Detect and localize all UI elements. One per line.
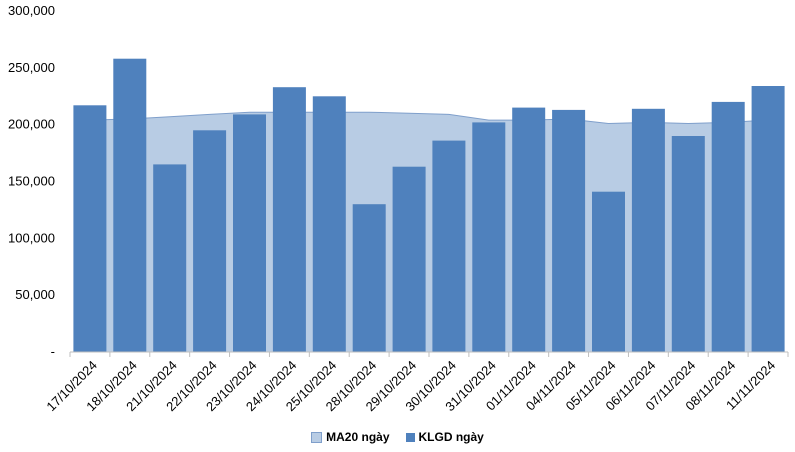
y-tick-label: 50,000 xyxy=(15,287,55,302)
ma20-area xyxy=(89,112,769,352)
legend-label-ma20: MA20 ngày xyxy=(326,430,390,444)
bar-04/11/2024 xyxy=(552,109,586,353)
bar-01/11/2024 xyxy=(512,107,546,352)
y-tick-label: 100,000 xyxy=(8,230,55,245)
legend: MA20 ngày KLGD ngày xyxy=(0,430,795,444)
legend-swatch-klgd xyxy=(405,432,415,442)
bar-30/10/2024 xyxy=(432,140,466,352)
bar-22/10/2024 xyxy=(193,130,227,352)
legend-item-klgd: KLGD ngày xyxy=(405,430,484,444)
bar-18/10/2024 xyxy=(113,58,147,352)
x-tick-labels: 17/10/202418/10/202421/10/202422/10/2024… xyxy=(43,358,778,415)
y-tick-label: 250,000 xyxy=(8,60,55,75)
bar-06/11/2024 xyxy=(631,108,665,352)
bar-29/10/2024 xyxy=(392,166,426,352)
bar-08/11/2024 xyxy=(711,101,745,353)
axes-layer xyxy=(69,351,789,357)
y-tick-label: 150,000 xyxy=(8,174,55,189)
bar-24/10/2024 xyxy=(272,87,306,352)
bar-25/10/2024 xyxy=(312,96,346,353)
bar-07/11/2024 xyxy=(671,136,705,352)
legend-swatch-ma20 xyxy=(311,431,323,443)
bar-05/11/2024 xyxy=(592,191,625,352)
y-tick-labels: - 50,000 100,000 150,000 200,000 250,000 300,0… xyxy=(8,3,55,359)
legend-label-klgd: KLGD ngày xyxy=(418,430,484,444)
ma20-area-layer xyxy=(89,111,769,352)
bar-11/11/2024 xyxy=(751,86,785,352)
bar-21/10/2024 xyxy=(153,164,187,352)
legend-item-ma20: MA20 ngày xyxy=(311,430,390,444)
bar-23/10/2024 xyxy=(233,114,266,353)
y-tick-label: - xyxy=(51,344,55,359)
bars-layer xyxy=(73,58,785,353)
bar-31/10/2024 xyxy=(472,122,506,353)
y-tick-label: 300,000 xyxy=(8,3,55,18)
bar-17/10/2024 xyxy=(73,105,107,352)
bar-28/10/2024 xyxy=(352,204,386,352)
y-tick-label: 200,000 xyxy=(8,117,55,132)
